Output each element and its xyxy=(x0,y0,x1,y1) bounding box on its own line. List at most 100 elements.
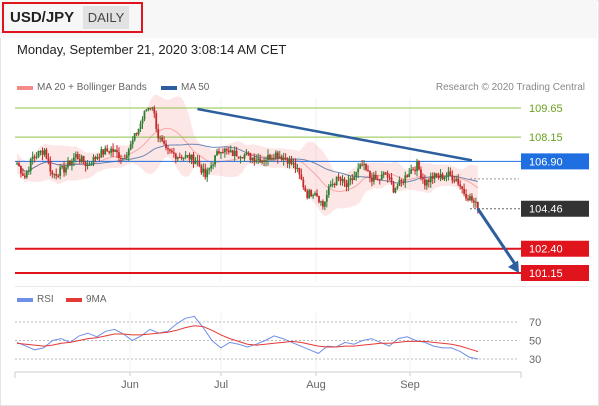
candle-body xyxy=(423,179,426,186)
candle-body xyxy=(300,174,303,180)
candle-body xyxy=(233,150,236,156)
candle-body xyxy=(265,160,267,162)
candle-body xyxy=(316,193,318,197)
candle-body xyxy=(127,149,130,156)
candle-body xyxy=(71,160,73,166)
level-label-109.65: 109.65 xyxy=(529,103,563,115)
level-label-text: 102.40 xyxy=(529,244,563,256)
candle-body xyxy=(114,150,116,152)
candle-body xyxy=(121,157,124,159)
candle-body xyxy=(20,166,22,174)
candle-body xyxy=(245,152,248,155)
candle-body xyxy=(282,157,285,160)
candle-body xyxy=(59,167,62,176)
level-label-text: 104.46 xyxy=(529,204,563,216)
candle-body xyxy=(16,163,18,165)
candle-body xyxy=(263,160,265,162)
candle-body xyxy=(235,150,238,157)
candle-body xyxy=(102,149,105,155)
candle-body xyxy=(192,154,195,164)
candle-body xyxy=(57,175,60,177)
candle-body xyxy=(106,148,109,152)
candle-body xyxy=(196,160,199,162)
candle-body xyxy=(220,151,222,154)
candle-body xyxy=(131,140,134,145)
candle-body xyxy=(310,190,313,197)
candle-body xyxy=(367,169,369,172)
candle-body xyxy=(414,169,416,171)
candle-body xyxy=(380,174,383,180)
candle-body xyxy=(459,184,462,187)
candle-body xyxy=(61,166,64,168)
candle-body xyxy=(223,148,226,153)
candle-body xyxy=(314,193,316,196)
candle-body xyxy=(29,159,32,171)
candle-body xyxy=(243,154,246,159)
candle-body xyxy=(161,137,164,141)
candle-body xyxy=(171,150,173,153)
candle-body xyxy=(176,157,179,160)
candle-body xyxy=(325,195,328,202)
candle-body xyxy=(78,159,81,162)
candle-body xyxy=(100,149,103,158)
candle-body xyxy=(178,157,181,159)
candle-body xyxy=(441,174,444,180)
candle-body xyxy=(369,171,371,178)
candle-body xyxy=(23,175,26,178)
candle-body xyxy=(443,177,446,180)
ma50-legend-label: MA 50 xyxy=(181,82,210,93)
timeframe-badge[interactable]: DAILY xyxy=(83,6,129,29)
level-label-104.46: 104.46 xyxy=(521,200,589,217)
candle-body xyxy=(45,149,48,159)
x-tick-label: Sep xyxy=(400,379,420,391)
candle-body xyxy=(406,175,409,177)
projection-arrow-shaft xyxy=(476,207,519,268)
candle-body xyxy=(249,153,252,160)
candle-body xyxy=(274,152,277,159)
candle-body xyxy=(49,160,52,172)
candle-body xyxy=(208,168,211,170)
candle-body xyxy=(18,163,20,167)
candle-body xyxy=(345,183,348,187)
candle-body xyxy=(394,188,397,193)
x-tick-label: Jun xyxy=(121,379,139,391)
candle-body xyxy=(308,190,311,199)
candle-body xyxy=(237,156,240,158)
candle-body xyxy=(267,154,269,161)
level-label-text: 106.90 xyxy=(529,156,563,168)
candle-body xyxy=(398,179,401,186)
candle-body xyxy=(194,161,197,164)
candle-body xyxy=(141,119,144,124)
candle-body xyxy=(216,151,218,156)
candle-body xyxy=(457,178,460,185)
candle-body xyxy=(212,164,214,166)
candle-body xyxy=(184,155,187,158)
candle-body xyxy=(86,164,89,166)
level-label-bg xyxy=(521,240,589,257)
candle-body xyxy=(318,196,320,203)
candle-body xyxy=(159,137,162,139)
level-label-101.15: 101.15 xyxy=(521,265,589,281)
candle-body xyxy=(151,107,154,109)
candle-body xyxy=(327,186,330,196)
rsi-legend-swatch xyxy=(17,298,33,302)
candle-body xyxy=(110,148,113,153)
candle-body xyxy=(41,150,44,155)
candle-body xyxy=(412,169,415,171)
bollinger-legend-swatch xyxy=(17,86,33,90)
candle-body xyxy=(425,179,428,186)
candle-body xyxy=(251,157,254,160)
candle-body xyxy=(469,196,471,201)
candle-body xyxy=(229,150,232,153)
candle-body xyxy=(133,133,136,141)
candle-body xyxy=(206,169,209,178)
candle-body xyxy=(90,164,93,166)
candle-body xyxy=(98,156,101,158)
x-tick-label: Aug xyxy=(306,379,326,391)
candle-body xyxy=(198,160,201,166)
level-label-text: 108.15 xyxy=(529,132,563,144)
candle-body xyxy=(390,177,393,183)
candle-body xyxy=(76,154,79,160)
candle-body xyxy=(465,193,467,199)
